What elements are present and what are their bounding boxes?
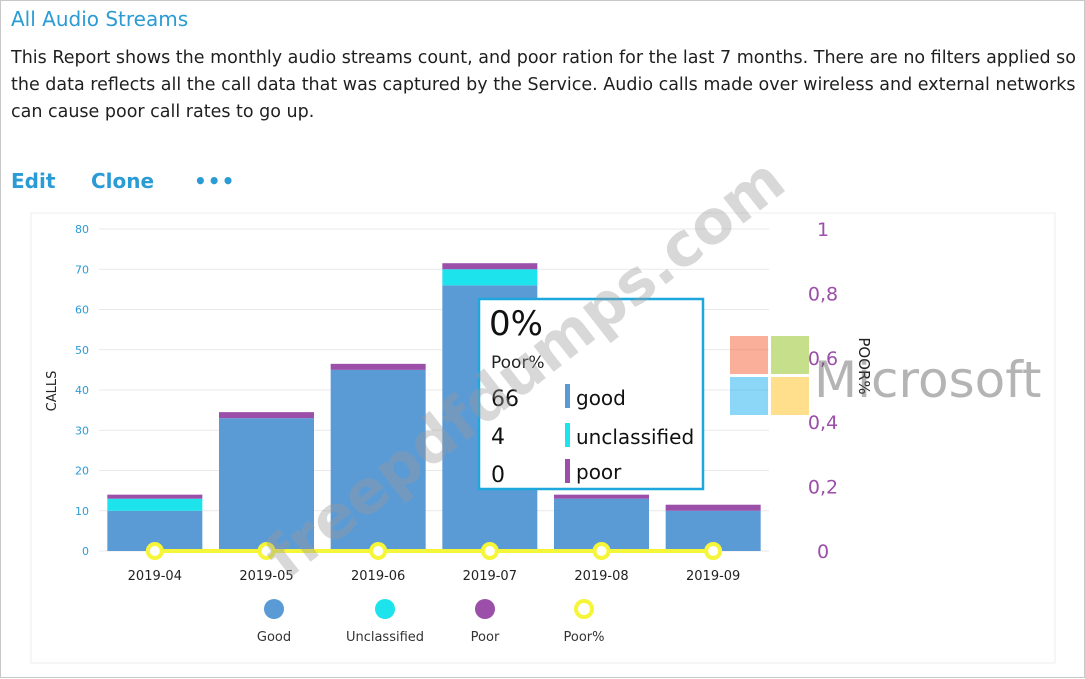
bar-poor[interactable] — [107, 494, 203, 499]
y2-tick-label: 0,4 — [808, 412, 838, 434]
tooltip-unclassified-name: unclassified — [576, 425, 694, 449]
chart-frame — [30, 212, 1056, 664]
tooltip-poor-name: poor — [576, 460, 622, 484]
tooltip-unclassified-swatch — [565, 423, 570, 447]
edit-link[interactable]: Edit — [11, 169, 56, 193]
y-tick-label: 20 — [75, 465, 89, 478]
legend-label[interactable]: Unclassified — [346, 630, 424, 645]
microsoft-watermark-text: Microsoft — [814, 351, 1042, 409]
poor-pct-point[interactable] — [145, 542, 164, 560]
tooltip-good-name: good — [576, 386, 626, 410]
bar-unclassified[interactable] — [107, 498, 203, 511]
poor-pct-line — [145, 542, 723, 560]
poor-pct-point[interactable] — [592, 542, 611, 560]
bar-poor[interactable] — [554, 494, 649, 499]
clone-link[interactable]: Clone — [91, 169, 155, 193]
legend-label[interactable]: Good — [257, 630, 291, 645]
x-tick-label: 2019-06 — [351, 569, 405, 584]
y2-tick-label: 0 — [817, 541, 829, 563]
bar-good[interactable] — [330, 369, 426, 551]
y-tick-label: 0 — [82, 545, 89, 558]
x-tick-label: 2019-08 — [574, 569, 628, 584]
x-tick-label: 2019-04 — [128, 569, 182, 584]
y-axis-label: CALLS — [45, 371, 60, 412]
bar-unclassified[interactable] — [442, 269, 538, 286]
tooltip-poor-value: 0 — [491, 463, 505, 488]
tooltip-poor-swatch — [565, 459, 570, 483]
more-options-icon[interactable]: ••• — [194, 169, 236, 193]
y-tick-label: 30 — [75, 424, 89, 437]
x-tick-label: 2019-09 — [686, 569, 740, 584]
left-axis: 0 10 20 30 40 50 60 70 80 — [75, 223, 89, 558]
poor-pct-point[interactable] — [480, 542, 499, 560]
right-axis: 0 0,2 0,4 0,6 0,8 1 — [808, 219, 838, 563]
bar-poor[interactable] — [330, 363, 426, 370]
y-tick-label: 80 — [75, 223, 89, 236]
x-axis: 2019-04 2019-05 2019-06 2019-07 2019-08 2019-… — [128, 569, 741, 584]
tooltip-value: 0% — [489, 304, 543, 344]
poor-pct-point[interactable] — [369, 542, 388, 560]
tooltip-good-value: 66 — [491, 387, 519, 412]
chart-legend: Good Unclassified Poor Poor% — [257, 599, 605, 645]
legend-label[interactable]: Poor — [471, 630, 500, 645]
legend-marker — [475, 599, 495, 619]
y-tick-label: 50 — [75, 344, 89, 357]
y-tick-label: 40 — [75, 384, 89, 397]
bar-poor[interactable] — [442, 263, 538, 270]
poor-pct-point[interactable] — [704, 542, 723, 560]
microsoft-logo-watermark: Microsoft — [730, 336, 1042, 415]
report-title: All Audio Streams — [11, 7, 189, 31]
legend-marker — [375, 599, 395, 619]
chart-tooltip: 0% Poor% 66 good 4 unclassified 0 poor — [477, 297, 705, 491]
y2-tick-label: 0,8 — [808, 283, 838, 305]
y2-tick-label: 1 — [817, 219, 829, 241]
bar-good[interactable] — [219, 418, 314, 551]
tooltip-unclassified-value: 4 — [491, 425, 505, 450]
legend-label[interactable]: Poor% — [564, 630, 605, 645]
y2-tick-label: 0,2 — [808, 477, 838, 499]
y-tick-label: 70 — [75, 263, 89, 276]
report-description: This Report shows the monthly audio stre… — [11, 48, 1076, 122]
tooltip-good-swatch — [565, 384, 570, 408]
y2-tick-label: 0,6 — [808, 348, 838, 370]
bar-poor[interactable] — [219, 412, 314, 419]
y2-axis-label: POOR% — [855, 337, 873, 394]
legend-marker — [264, 599, 284, 619]
bar-poor[interactable] — [665, 504, 761, 511]
y-tick-label: 10 — [75, 505, 89, 518]
y-tick-label: 60 — [75, 304, 89, 317]
legend-marker — [574, 599, 594, 619]
tooltip-box — [477, 297, 705, 491]
x-tick-label: 2019-07 — [463, 569, 517, 584]
poor-pct-point[interactable] — [257, 542, 276, 560]
x-tick-label: 2019-05 — [239, 569, 293, 584]
tooltip-label: Poor% — [491, 353, 545, 373]
